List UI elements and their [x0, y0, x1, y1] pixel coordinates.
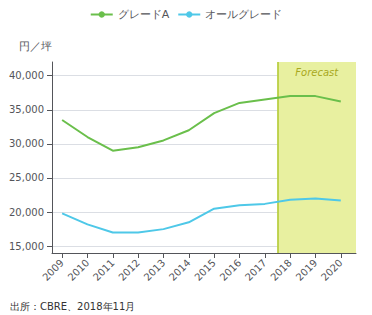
svg-text:Forecast: Forecast [295, 67, 339, 78]
svg-text:35,000: 35,000 [9, 104, 44, 115]
svg-text:2009: 2009 [40, 257, 66, 283]
svg-text:グレードA: グレードA [118, 8, 170, 21]
svg-text:2011: 2011 [91, 257, 117, 283]
svg-text:2010: 2010 [66, 257, 92, 283]
svg-text:2017: 2017 [243, 257, 269, 283]
svg-text:15,000: 15,000 [9, 241, 44, 252]
svg-text:2016: 2016 [218, 257, 244, 283]
svg-text:2020: 2020 [319, 257, 345, 283]
svg-text:オールグレード: オールグレード [205, 8, 282, 21]
svg-text:2014: 2014 [167, 257, 193, 283]
svg-text:2019: 2019 [294, 257, 320, 283]
svg-text:30,000: 30,000 [9, 138, 44, 149]
svg-text:2013: 2013 [142, 257, 168, 283]
svg-text:2018: 2018 [268, 257, 294, 283]
svg-text:25,000: 25,000 [9, 172, 44, 183]
svg-text:2015: 2015 [192, 257, 218, 283]
svg-text:2012: 2012 [116, 257, 142, 283]
svg-text:円／坪: 円／坪 [19, 40, 52, 53]
svg-text:出所：CBRE、2018年11月: 出所：CBRE、2018年11月 [10, 301, 135, 312]
svg-text:20,000: 20,000 [9, 207, 44, 218]
svg-text:40,000: 40,000 [9, 70, 44, 81]
